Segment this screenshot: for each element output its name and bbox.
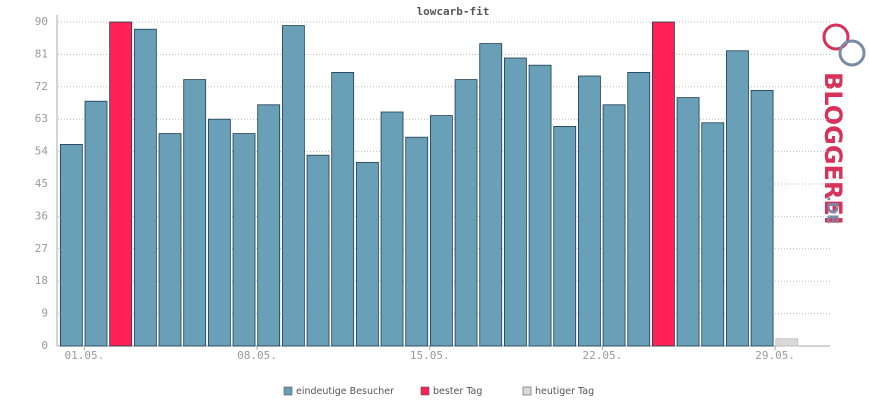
logo: BLOGGEREI .DE [819, 23, 866, 225]
y-tick-label: 90 [35, 15, 48, 28]
bar [207, 118, 231, 347]
bar [775, 338, 799, 347]
x-tick-label: 22.05. [583, 349, 623, 362]
bar [133, 28, 157, 347]
x-tick-label: 08.05. [237, 349, 277, 362]
bar [726, 50, 749, 347]
bar [355, 161, 379, 347]
y-tick-label: 63 [35, 112, 48, 125]
bar [158, 133, 182, 347]
chart-title: lowcarb-fit [417, 5, 490, 18]
bar [553, 126, 577, 347]
bar [676, 97, 700, 347]
bar [257, 104, 281, 347]
bar [454, 79, 478, 347]
logo-domain: .DE [824, 196, 842, 224]
bar [331, 72, 355, 347]
y-tick-label: 18 [35, 274, 48, 287]
y-tick-label: 27 [35, 242, 48, 255]
bar [652, 21, 675, 347]
bar [578, 75, 601, 347]
bar [183, 79, 207, 347]
bar [59, 143, 83, 347]
y-tick-label: 0 [41, 339, 48, 352]
y-tick-label: 45 [35, 177, 48, 190]
bar [627, 72, 651, 347]
bar [503, 57, 527, 347]
x-tick-label: 01.05. [64, 349, 104, 362]
legend-swatch [420, 386, 430, 396]
y-tick-label: 36 [35, 209, 48, 222]
legend-label: heutiger Tag [535, 386, 594, 397]
legend-swatch [283, 386, 293, 396]
legend-label: eindeutige Besucher [296, 386, 394, 397]
legend-swatch [522, 386, 532, 396]
y-tick-label: 81 [35, 47, 48, 60]
logo-name: BLOGGEREI [819, 72, 847, 225]
y-tick-label: 54 [35, 145, 49, 158]
y-tick-label: 72 [35, 80, 48, 93]
x-tick-label: 15.05. [410, 349, 450, 362]
bar [380, 111, 404, 347]
x-tick-label: 29.05. [755, 349, 795, 362]
bar [429, 115, 453, 347]
bar [479, 43, 503, 347]
logo-icon [838, 39, 866, 67]
y-tick-label: 9 [41, 307, 48, 320]
legend-label: bester Tag [433, 386, 482, 397]
logo-icon [822, 23, 850, 51]
bar [84, 100, 108, 347]
bar [602, 104, 626, 347]
bar [750, 90, 774, 347]
bar [109, 21, 133, 347]
bar [306, 154, 330, 347]
bar [528, 64, 552, 347]
bar [405, 136, 429, 347]
bar [281, 25, 305, 347]
bar [232, 133, 256, 347]
bar [701, 122, 725, 347]
